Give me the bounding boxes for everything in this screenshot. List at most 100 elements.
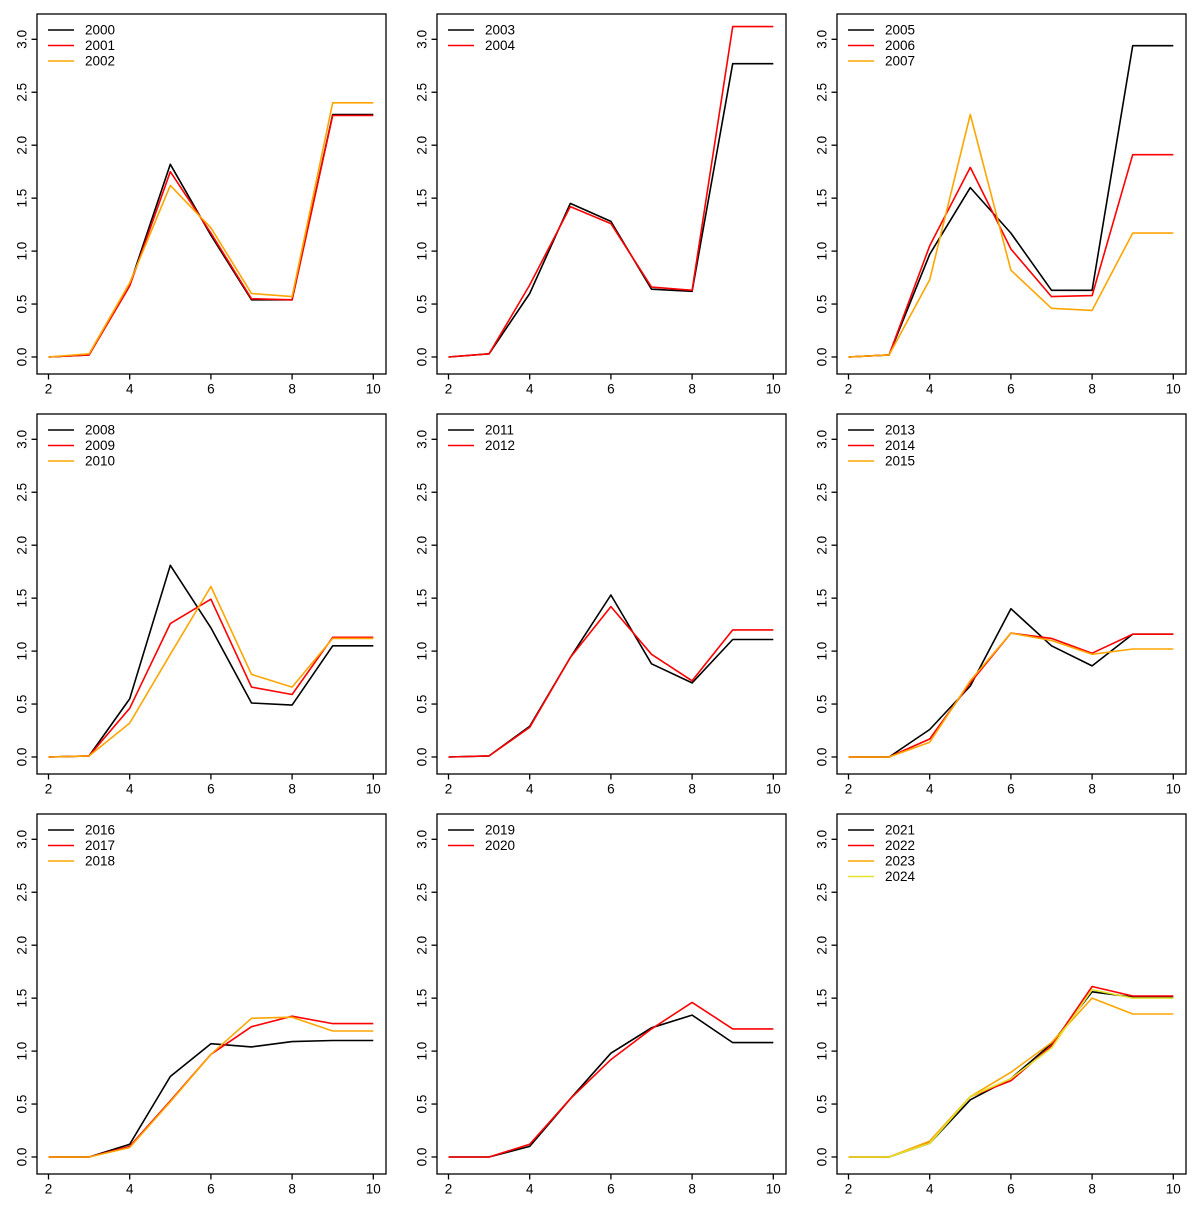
y-tick-label: 3.0: [815, 30, 830, 49]
y-tick-label: 2.5: [15, 83, 30, 102]
x-tick-label: 8: [288, 382, 296, 397]
y-tick-label: 2.0: [415, 136, 430, 155]
y-tick-label: 0.0: [815, 348, 830, 367]
legend-label-2022: 2022: [885, 838, 915, 853]
series-line-2021: [848, 991, 1174, 1158]
series-line-2007: [848, 113, 1174, 358]
y-tick-label: 0.5: [815, 695, 830, 714]
y-tick-label: 3.0: [415, 830, 430, 849]
legend-label-2017: 2017: [85, 838, 115, 853]
chart-panel-3: 2 4 6 8 10 0.0 0.5 1.0 1.5 2.0 2.5 3.0 2005 2006 2007: [800, 0, 1200, 400]
legend-label-2003: 2003: [485, 23, 515, 38]
x-tick-label: 6: [207, 1182, 215, 1197]
x-tick-label: 4: [926, 382, 934, 397]
y-tick-label: 0.0: [15, 1148, 30, 1167]
x-tick-label: 4: [126, 1182, 134, 1197]
y-tick-label: 1.0: [15, 242, 30, 261]
x-tick-label: 6: [607, 382, 615, 397]
legend-label-2010: 2010: [85, 454, 115, 469]
chart-panel-5: 2 4 6 8 10 0.0 0.5 1.0 1.5 2.0 2.5 3.0 2011 2012: [400, 400, 800, 800]
legend-label-2009: 2009: [85, 438, 115, 453]
legend-label-2015: 2015: [885, 454, 915, 469]
y-tick-label: 2.5: [415, 883, 430, 902]
series-line-2001: [48, 114, 374, 358]
x-tick-label: 2: [845, 1182, 853, 1197]
y-tick-label: 0.5: [415, 695, 430, 714]
x-tick-label: 4: [926, 782, 934, 797]
y-tick-label: 0.0: [415, 1148, 430, 1167]
y-tick-label: 2.0: [815, 136, 830, 155]
series-line-2016: [48, 1039, 374, 1158]
y-tick-label: 0.5: [415, 295, 430, 314]
y-tick-label: 2.0: [415, 536, 430, 555]
legend-label-2004: 2004: [485, 38, 516, 53]
legend-label-2012: 2012: [485, 438, 515, 453]
y-tick-label: 2.0: [815, 536, 830, 555]
y-tick-label: 1.5: [15, 989, 30, 1008]
x-tick-label: 2: [445, 382, 453, 397]
x-tick-label: 8: [688, 1182, 696, 1197]
chart-panel-6: 2 4 6 8 10 0.0 0.5 1.0 1.5 2.0 2.5 3.0 2013 2014 2015: [800, 400, 1200, 800]
y-tick-label: 2.5: [15, 483, 30, 502]
x-tick-label: 2: [845, 382, 853, 397]
y-tick-label: 3.0: [15, 30, 30, 49]
x-tick-label: 10: [766, 382, 781, 397]
legend-label-2000: 2000: [85, 23, 115, 38]
x-tick-label: 8: [688, 782, 696, 797]
legend-label-2007: 2007: [885, 54, 915, 69]
x-tick-label: 8: [1088, 782, 1096, 797]
x-tick-label: 6: [607, 782, 615, 797]
legend-label-2005: 2005: [885, 23, 915, 38]
y-tick-label: 2.0: [815, 936, 830, 955]
x-tick-label: 4: [926, 1182, 934, 1197]
y-tick-label: 3.0: [415, 430, 430, 449]
y-tick-label: 2.5: [815, 83, 830, 102]
plot-box: [436, 13, 787, 375]
x-tick-label: 2: [845, 782, 853, 797]
series-line-2005: [848, 44, 1174, 358]
series-line-2015: [848, 632, 1174, 758]
y-tick-label: 1.5: [815, 989, 830, 1008]
x-tick-label: 2: [445, 782, 453, 797]
legend-label-2020: 2020: [485, 838, 515, 853]
series-line-2013: [848, 607, 1174, 758]
y-tick-label: 0.0: [815, 1148, 830, 1167]
series-line-2002: [48, 102, 374, 358]
legend-label-2006: 2006: [885, 38, 915, 53]
x-tick-label: 6: [1007, 382, 1015, 397]
chart-panel-2: 2 4 6 8 10 0.0 0.5 1.0 1.5 2.0 2.5 3.0 2003 2004: [400, 0, 800, 400]
legend-label-2001: 2001: [85, 38, 115, 53]
y-tick-label: 1.5: [15, 189, 30, 208]
x-tick-label: 10: [366, 1182, 381, 1197]
series-line-2011: [448, 594, 774, 758]
x-tick-label: 4: [126, 382, 134, 397]
y-tick-label: 1.5: [415, 989, 430, 1008]
series-line-2006: [848, 153, 1174, 358]
x-tick-label: 4: [526, 382, 534, 397]
y-tick-label: 1.0: [15, 1042, 30, 1061]
y-tick-label: 0.5: [15, 1095, 30, 1114]
y-tick-label: 2.5: [415, 83, 430, 102]
x-tick-label: 8: [288, 782, 296, 797]
x-tick-label: 6: [207, 782, 215, 797]
y-tick-label: 1.5: [15, 589, 30, 608]
x-tick-label: 4: [126, 782, 134, 797]
legend-label-2008: 2008: [85, 423, 115, 438]
plot-box: [436, 813, 787, 1175]
x-tick-label: 8: [688, 382, 696, 397]
y-tick-label: 2.5: [415, 483, 430, 502]
chart-panel-9: 2 4 6 8 10 0.0 0.5 1.0 1.5 2.0 2.5 3.0 2021 2022 2023 2…: [800, 800, 1200, 1200]
chart-panel-8: 2 4 6 8 10 0.0 0.5 1.0 1.5 2.0 2.5 3.0 2019 2020: [400, 800, 800, 1200]
x-tick-label: 6: [207, 382, 215, 397]
